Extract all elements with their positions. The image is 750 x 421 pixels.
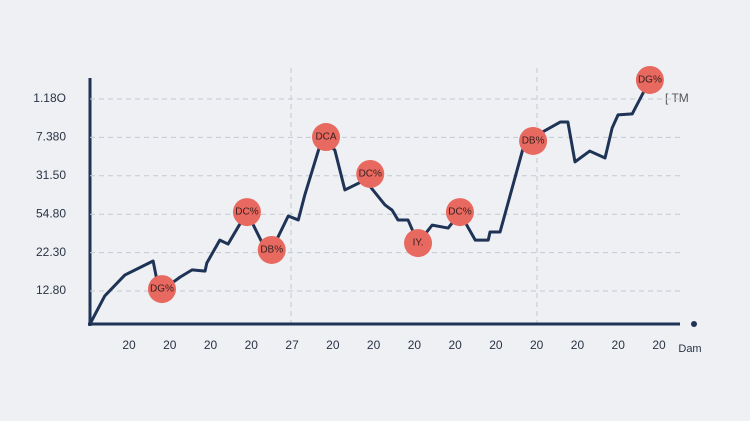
x-tick-label: 20 <box>163 338 177 352</box>
x-tick-label: 20 <box>204 338 218 352</box>
y-tick-label: 22.30 <box>36 245 66 259</box>
annotation-marker <box>232 198 261 227</box>
annotation-label: DB% <box>522 136 545 147</box>
data-line <box>88 79 652 325</box>
annotation-marker <box>445 198 474 227</box>
x-tick-label: 20 <box>571 338 585 352</box>
x-tick-label: 20 <box>367 338 381 352</box>
annotation-label: DC% <box>235 207 258 218</box>
x-tick-label: 20 <box>245 338 259 352</box>
annotation-marker <box>257 235 286 264</box>
annotation-marker <box>635 65 664 94</box>
legend-text: [ TM <box>665 91 689 105</box>
y-tick-label: 54.80 <box>36 206 66 220</box>
x-tick-label: 20 <box>530 338 544 352</box>
annotation-label: DC% <box>448 207 471 218</box>
x-tick-label: 20 <box>489 338 503 352</box>
annotation-marker <box>312 123 340 152</box>
x-tick-label: 20 <box>448 338 462 352</box>
annotation-label: DCA <box>315 132 336 143</box>
y-tick-label: 12.80 <box>36 283 66 297</box>
annotation-label: DB% <box>260 245 283 256</box>
y-tick-label: 1.18O <box>33 91 66 105</box>
axis-end-dot <box>691 321 697 327</box>
annotation-label: IY. <box>413 238 424 249</box>
annotation-marker <box>519 126 548 155</box>
x-tick-label: 20 <box>612 338 626 352</box>
annotation-marker <box>147 275 176 304</box>
x-tick-label: 20 <box>408 338 422 352</box>
x-axis-label: Dam <box>678 343 701 355</box>
annotation-label: DG% <box>638 75 662 86</box>
y-tick-label: 31.50 <box>36 168 66 182</box>
annotation-marker <box>356 159 385 188</box>
annotation-label: DC% <box>359 169 382 180</box>
annotation-marker <box>404 229 433 258</box>
y-tick-label: 7.380 <box>36 130 66 144</box>
x-tick-label: 20 <box>652 338 666 352</box>
x-tick-label: 20 <box>326 338 340 352</box>
annotation-label: DG% <box>150 284 174 295</box>
x-tick-label: 20 <box>122 338 136 352</box>
x-tick-label: 27 <box>285 338 299 352</box>
